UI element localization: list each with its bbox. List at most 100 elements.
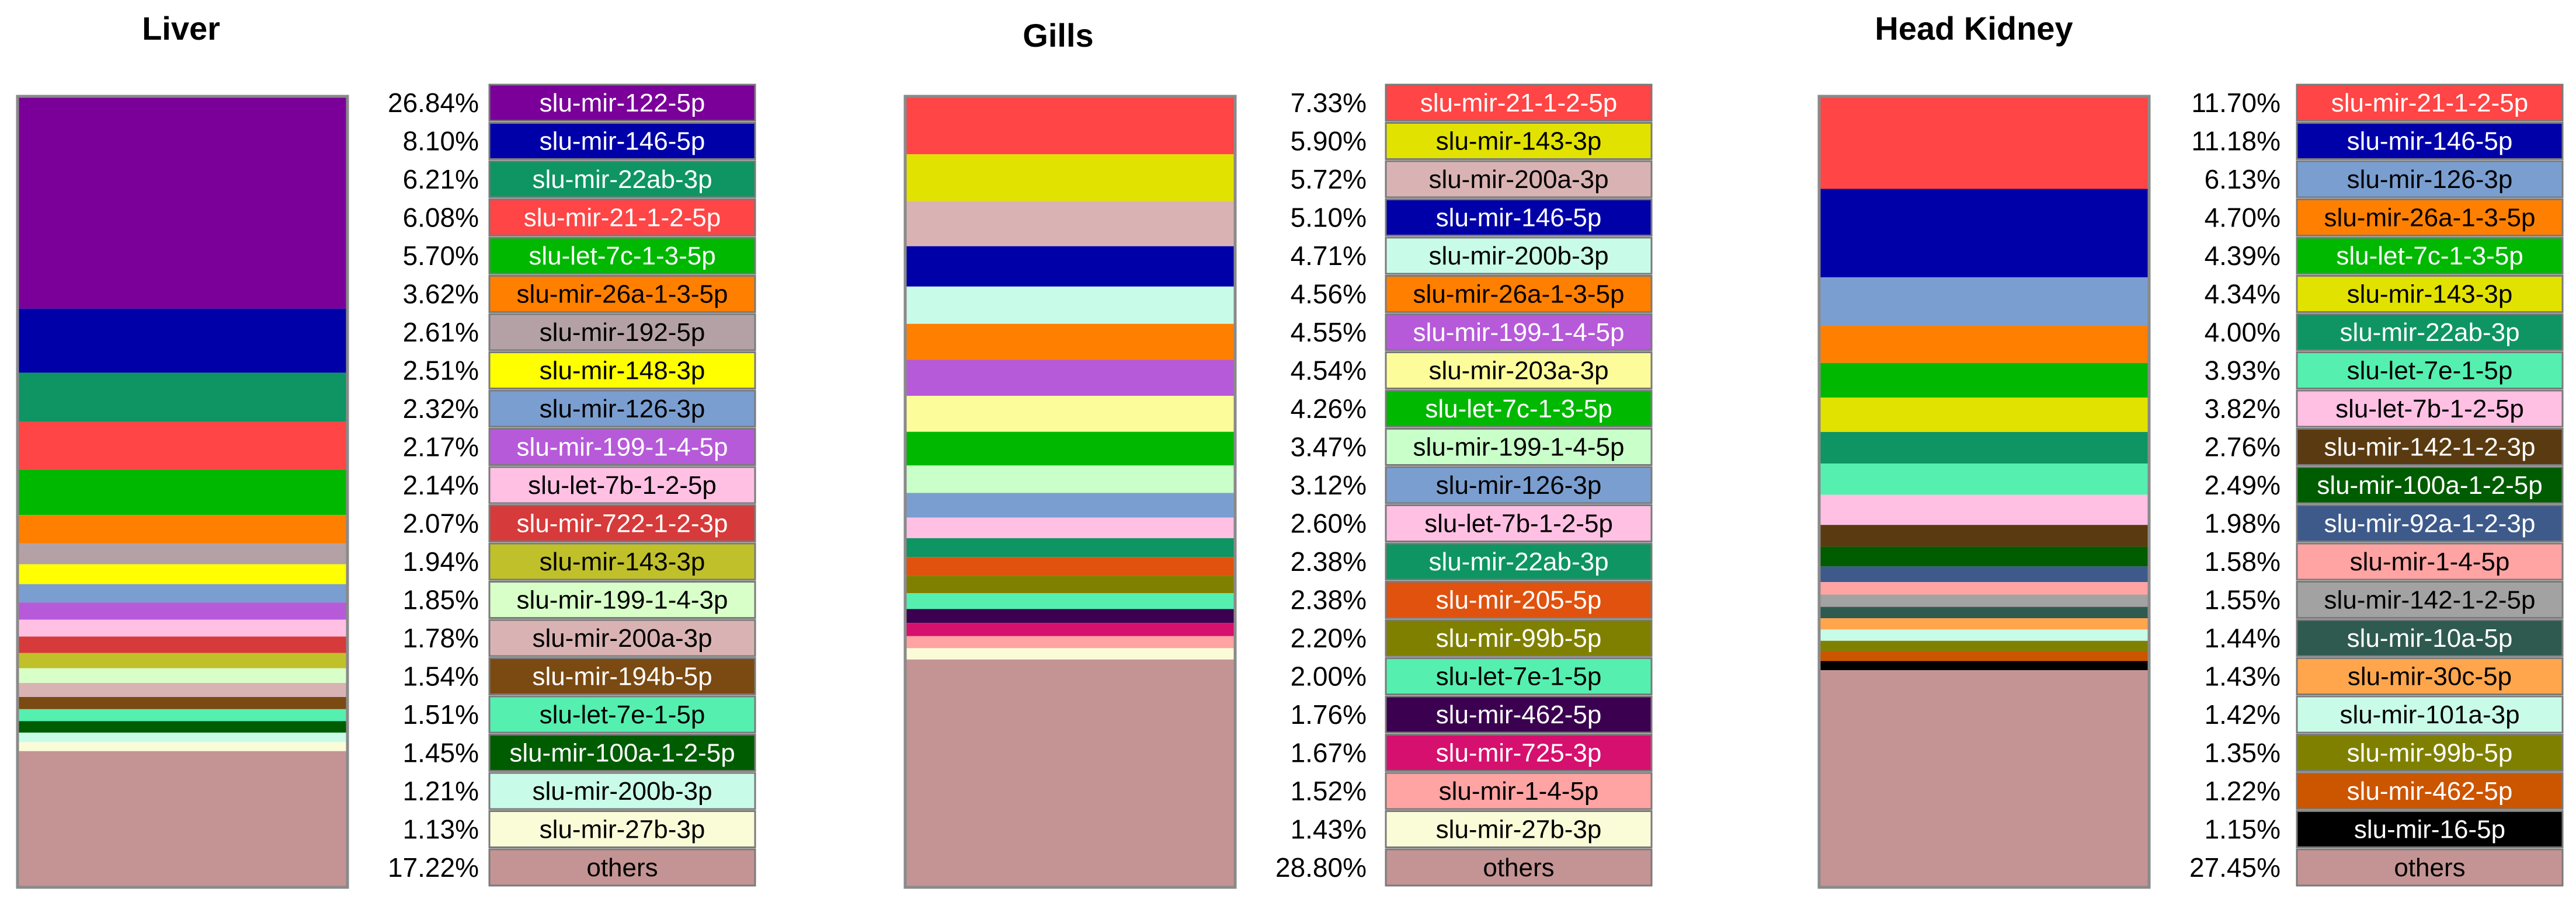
legend-label-0-11: slu-mir-722-1-2-3p [517,510,728,538]
legend-label-2-1: slu-mir-146-5p [2347,127,2513,156]
legend-label-1-18: slu-mir-1-4-5p [1439,777,1599,806]
legend-label-2-7: slu-let-7e-1-5p [2347,357,2513,385]
legend-label-1-2: slu-mir-200a-3p [1428,165,1608,194]
bar-segment-2-4 [1819,363,2149,398]
legend-label-1-11: slu-let-7b-1-2-5p [1424,510,1613,538]
legend-swatch-0-12 [488,542,756,581]
legend-swatch-1-8 [1385,389,1653,428]
percent-label-1-0: 7.33% [1291,88,1367,118]
legend-swatch-1-17 [1385,734,1653,772]
bar-segment-2-15 [1819,618,2149,630]
legend-label-2-10: slu-mir-100a-1-2-5p [2317,471,2542,500]
legend-swatch-2-18 [2296,772,2564,810]
percent-label-1-17: 1.67% [1291,738,1367,768]
percent-label-1-19: 1.43% [1291,814,1367,845]
legend-swatch-0-8 [488,389,756,428]
bar-segment-0-19 [18,742,347,751]
percent-label-1-8: 4.26% [1291,393,1367,424]
percent-label-2-12: 1.58% [2205,546,2280,577]
legend-swatch-2-14 [2296,619,2564,657]
legend-swatch-2-20 [2296,848,2564,887]
bar-outline-0 [16,95,349,889]
legend-swatch-1-19 [1385,810,1653,848]
bar-segment-2-11 [1819,566,2149,583]
legend-label-0-12: slu-mir-143-3p [540,548,705,576]
percent-label-2-4: 4.39% [2205,241,2280,271]
legend-swatch-2-3 [2296,198,2564,236]
bar-segment-2-0 [1819,96,2149,189]
percent-label-2-20: 27.45% [2189,852,2280,883]
bar-segment-2-19 [1819,661,2149,671]
legend-swatch-0-17 [488,734,756,772]
bar-segment-0-14 [18,682,347,697]
legend-swatch-1-5 [1385,275,1653,313]
legend-label-2-16: slu-mir-101a-3p [2339,701,2519,729]
legend-swatch-2-9 [2296,428,2564,466]
bar-segment-1-8 [905,431,1235,466]
legend-swatch-2-12 [2296,542,2564,581]
percent-label-2-6: 4.00% [2205,317,2280,347]
bar-segment-2-3 [1819,326,2149,363]
percent-label-1-20: 28.80% [1275,852,1367,883]
legend-swatch-0-15 [488,657,756,695]
legend-label-0-3: slu-mir-21-1-2-5p [524,204,721,232]
legend-label-1-0: slu-mir-21-1-2-5p [1420,89,1617,117]
legend-swatch-2-4 [2296,236,2564,275]
legend-label-2-11: slu-mir-92a-1-2-3p [2324,510,2536,538]
bar-segment-0-15 [18,696,347,709]
legend-label-1-3: slu-mir-146-5p [1436,204,1602,232]
bar-segment-1-12 [905,538,1235,557]
bar-segment-1-14 [905,576,1235,594]
percent-label-2-19: 1.15% [2205,814,2280,845]
bar-segment-2-12 [1819,582,2149,595]
bar-segment-1-20 [905,659,1235,887]
legend-swatch-0-11 [488,504,756,542]
percent-label-2-18: 1.22% [2205,776,2280,806]
legend-label-2-15: slu-mir-30c-5p [2348,663,2512,691]
percent-label-0-20: 17.22% [388,852,479,883]
percent-label-2-10: 2.49% [2205,470,2280,500]
legend-swatch-1-18 [1385,772,1653,810]
percent-label-0-3: 6.08% [403,203,479,233]
percent-label-0-9: 2.17% [403,432,479,462]
legend-swatch-0-7 [488,351,756,389]
legend-label-2-2: slu-mir-126-3p [2347,165,2513,194]
legend-label-1-9: slu-mir-199-1-4-5p [1413,433,1625,462]
legend-swatch-2-16 [2296,695,2564,734]
legend-swatch-1-6 [1385,313,1653,351]
percent-label-2-14: 1.44% [2205,623,2280,653]
bar-segment-2-8 [1819,494,2149,525]
legend-label-1-5: slu-mir-26a-1-3-5p [1413,280,1625,309]
bar-segment-1-18 [905,636,1235,649]
bar-segment-1-3 [905,246,1235,287]
legend-label-0-9: slu-mir-199-1-4-5p [517,433,728,462]
bar-segment-0-7 [18,564,347,584]
legend-label-1-16: slu-mir-462-5p [1436,701,1602,729]
bar-segment-2-7 [1819,464,2149,495]
legend-label-2-5: slu-mir-143-3p [2347,280,2513,309]
legend-swatch-0-9 [488,428,756,466]
legend-label-1-4: slu-mir-200b-3p [1428,242,1608,270]
legend-swatch-1-14 [1385,619,1653,657]
legend-swatch-2-7 [2296,351,2564,389]
legend-label-2-4: slu-let-7c-1-3-5p [2336,242,2523,270]
percent-label-0-7: 2.51% [403,356,479,386]
legend-swatch-1-7 [1385,351,1653,389]
legend-label-2-18: slu-mir-462-5p [2347,777,2513,806]
percent-label-2-2: 6.13% [2205,164,2280,194]
bar-segment-2-1 [1819,189,2149,277]
legend-swatch-1-20 [1385,848,1653,887]
legend-swatch-2-2 [2296,160,2564,198]
bar-segment-1-5 [905,323,1235,360]
legend-swatch-1-1 [1385,122,1653,160]
legend-label-2-0: slu-mir-21-1-2-5p [2331,89,2528,117]
legend-label-0-1: slu-mir-146-5p [540,127,705,156]
legend-swatch-0-14 [488,619,756,657]
bar-segment-0-17 [18,721,347,733]
bar-segment-1-4 [905,286,1235,324]
bar-segment-1-6 [905,360,1235,396]
legend-label-1-1: slu-mir-143-3p [1436,127,1602,156]
percent-label-0-15: 1.54% [403,661,479,692]
bar-segment-2-16 [1819,629,2149,641]
chart-title-0: Liver [142,10,220,47]
